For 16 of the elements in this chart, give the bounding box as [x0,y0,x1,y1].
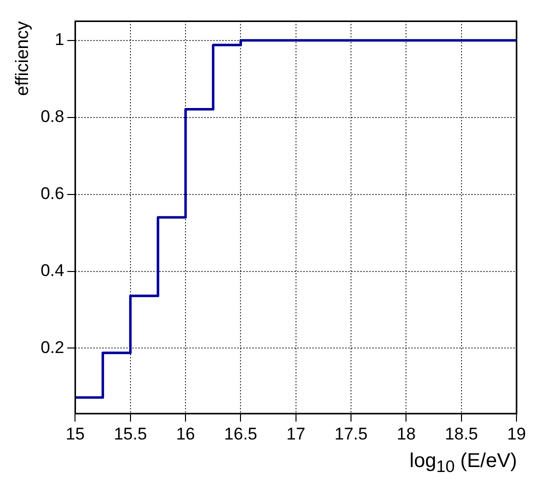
x-tick-label: 15 [66,424,85,444]
x-tick-label: 18.5 [444,424,478,444]
x-tick-label: 16.5 [224,424,258,444]
x-tick-label: 16 [176,424,196,444]
y-tick-label: 0.4 [40,260,64,280]
x-tick-label: 17 [286,424,306,444]
x-axis-title: log$_{10}$ (E/eV) [408,450,518,477]
x-tick-label: 17.5 [334,424,368,444]
y-axis-title: efficiency [12,21,32,96]
y-tick-label: 0.6 [40,184,64,204]
y-tick-label: 1 [54,30,64,50]
x-tick-label: 19 [507,424,526,444]
x-tick-label: 15.5 [114,424,147,444]
y-tick-label: 0.2 [40,338,64,357]
x-tick-label: 18 [396,424,416,444]
y-tick-label: 0.8 [40,107,64,126]
